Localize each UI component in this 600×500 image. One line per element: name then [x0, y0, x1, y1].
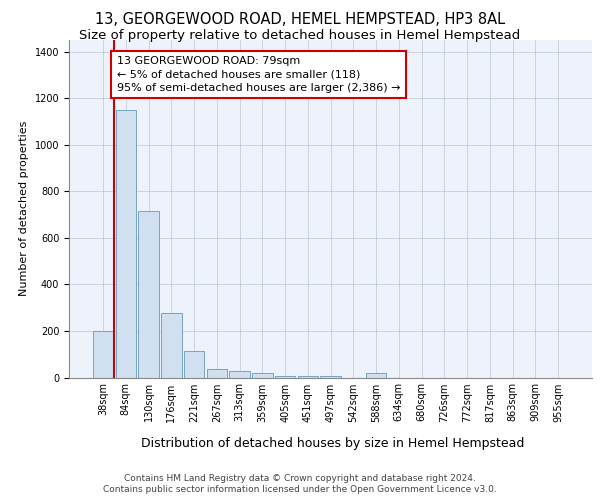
Bar [298, 376, 318, 378]
Text: Distribution of detached houses by size in Hemel Hempstead: Distribution of detached houses by size … [142, 438, 524, 450]
Bar [366, 373, 386, 378]
Bar [229, 370, 250, 378]
Bar [320, 376, 341, 378]
Y-axis label: Number of detached properties: Number of detached properties [19, 121, 29, 296]
Bar [138, 211, 159, 378]
Bar [184, 352, 204, 378]
Text: 13 GEORGEWOOD ROAD: 79sqm
← 5% of detached houses are smaller (118)
95% of semi-: 13 GEORGEWOOD ROAD: 79sqm ← 5% of detach… [116, 56, 400, 92]
Bar [116, 110, 136, 378]
Text: Contains HM Land Registry data © Crown copyright and database right 2024.
Contai: Contains HM Land Registry data © Crown c… [103, 474, 497, 494]
Bar [252, 374, 272, 378]
Text: 13, GEORGEWOOD ROAD, HEMEL HEMPSTEAD, HP3 8AL: 13, GEORGEWOOD ROAD, HEMEL HEMPSTEAD, HP… [95, 12, 505, 28]
Text: Size of property relative to detached houses in Hemel Hempstead: Size of property relative to detached ho… [79, 28, 521, 42]
Bar [275, 376, 295, 378]
Bar [93, 331, 113, 378]
Bar [161, 314, 182, 378]
Bar [206, 369, 227, 378]
